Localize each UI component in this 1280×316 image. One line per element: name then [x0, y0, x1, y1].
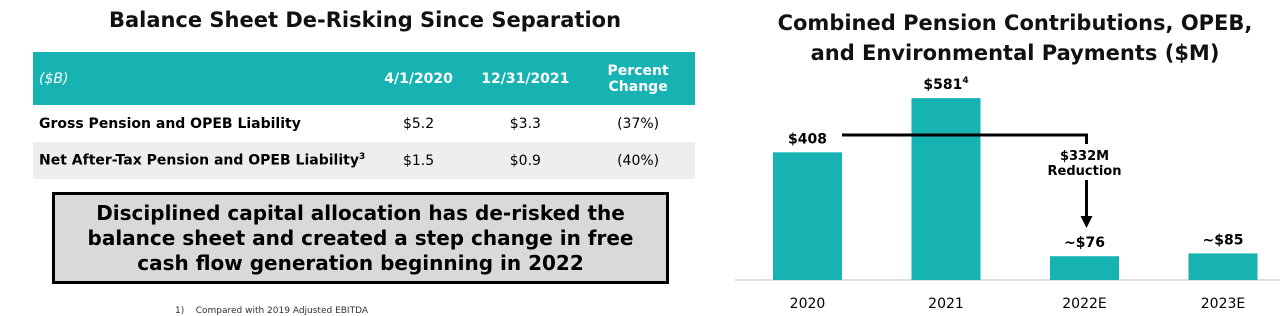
bar [773, 152, 842, 280]
cell: $5.2 [402, 115, 435, 132]
arrow [842, 133, 1088, 218]
row: Net After-Tax Pension and OPEB Liability… [33, 142, 695, 179]
x-tick-label: 2021 [928, 296, 964, 312]
cell: Net After-Tax Pension and OPEB Liability… [33, 142, 368, 179]
value-label-text: ~$85 [1203, 232, 1244, 248]
value-label-text: $581 [923, 77, 962, 93]
chart-title: Combined Pension Contributions, OPEB, an… [777, 11, 1253, 65]
footnote-mark: 4 [962, 76, 968, 86]
cell: $0.9 [469, 142, 582, 179]
header-row: ($B) 4/1/2020 12/31/2021 Percent Change [33, 52, 695, 105]
annotation-bg [1046, 144, 1127, 180]
cell: $3.3 [509, 115, 541, 132]
table: ($B) 4/1/2020 12/31/2021 Percent Change … [33, 52, 695, 179]
cell: $1.5 [367, 142, 470, 179]
value-label: $408 [788, 131, 827, 147]
value-label: $5814 [923, 76, 968, 93]
header-cell: 12/31/2021 [469, 52, 582, 105]
header-cell: ($B) [33, 52, 368, 105]
footnote-text: Compared with 2019 Adjusted EBITDA [195, 306, 369, 316]
footnote-mark: 3 [358, 152, 366, 163]
left-title: Balance Sheet De-Risking Since Separatio… [108, 8, 622, 32]
value-label-text: ~$76 [1064, 235, 1105, 251]
row: Gross Pension and OPEB Liability $5.2 $3… [33, 105, 695, 142]
bar [911, 98, 981, 280]
annotation: Reduction [1048, 164, 1122, 179]
cell: (37%) [617, 115, 660, 132]
cell-text: Net After-Tax Pension and OPEB Liability [39, 152, 359, 169]
bar [1050, 256, 1119, 280]
x-tick-label: 2023E [1201, 296, 1245, 312]
footnote-marker: 1) [175, 306, 185, 316]
header-cell: Percent Change [581, 52, 695, 105]
footnote: 1) Compared with 2019 Adjusted EBITDA [175, 306, 368, 316]
value-label: ~$85 [1203, 232, 1244, 248]
header-cell: 4/1/2020 [367, 52, 470, 105]
x-tick-label: 2020 [790, 296, 826, 312]
cell: (40%) [581, 142, 695, 179]
callout: Disciplined capital allocation has de-ri… [52, 192, 669, 284]
bar [1188, 253, 1258, 280]
annotation: $332M [1060, 149, 1109, 164]
value-label-text: $408 [788, 131, 827, 147]
arrowhead [1080, 216, 1093, 228]
value-label: ~$76 [1064, 235, 1105, 251]
x-tick-label: 2022E [1062, 296, 1106, 312]
cell: Gross Pension and OPEB Liability [39, 115, 301, 132]
